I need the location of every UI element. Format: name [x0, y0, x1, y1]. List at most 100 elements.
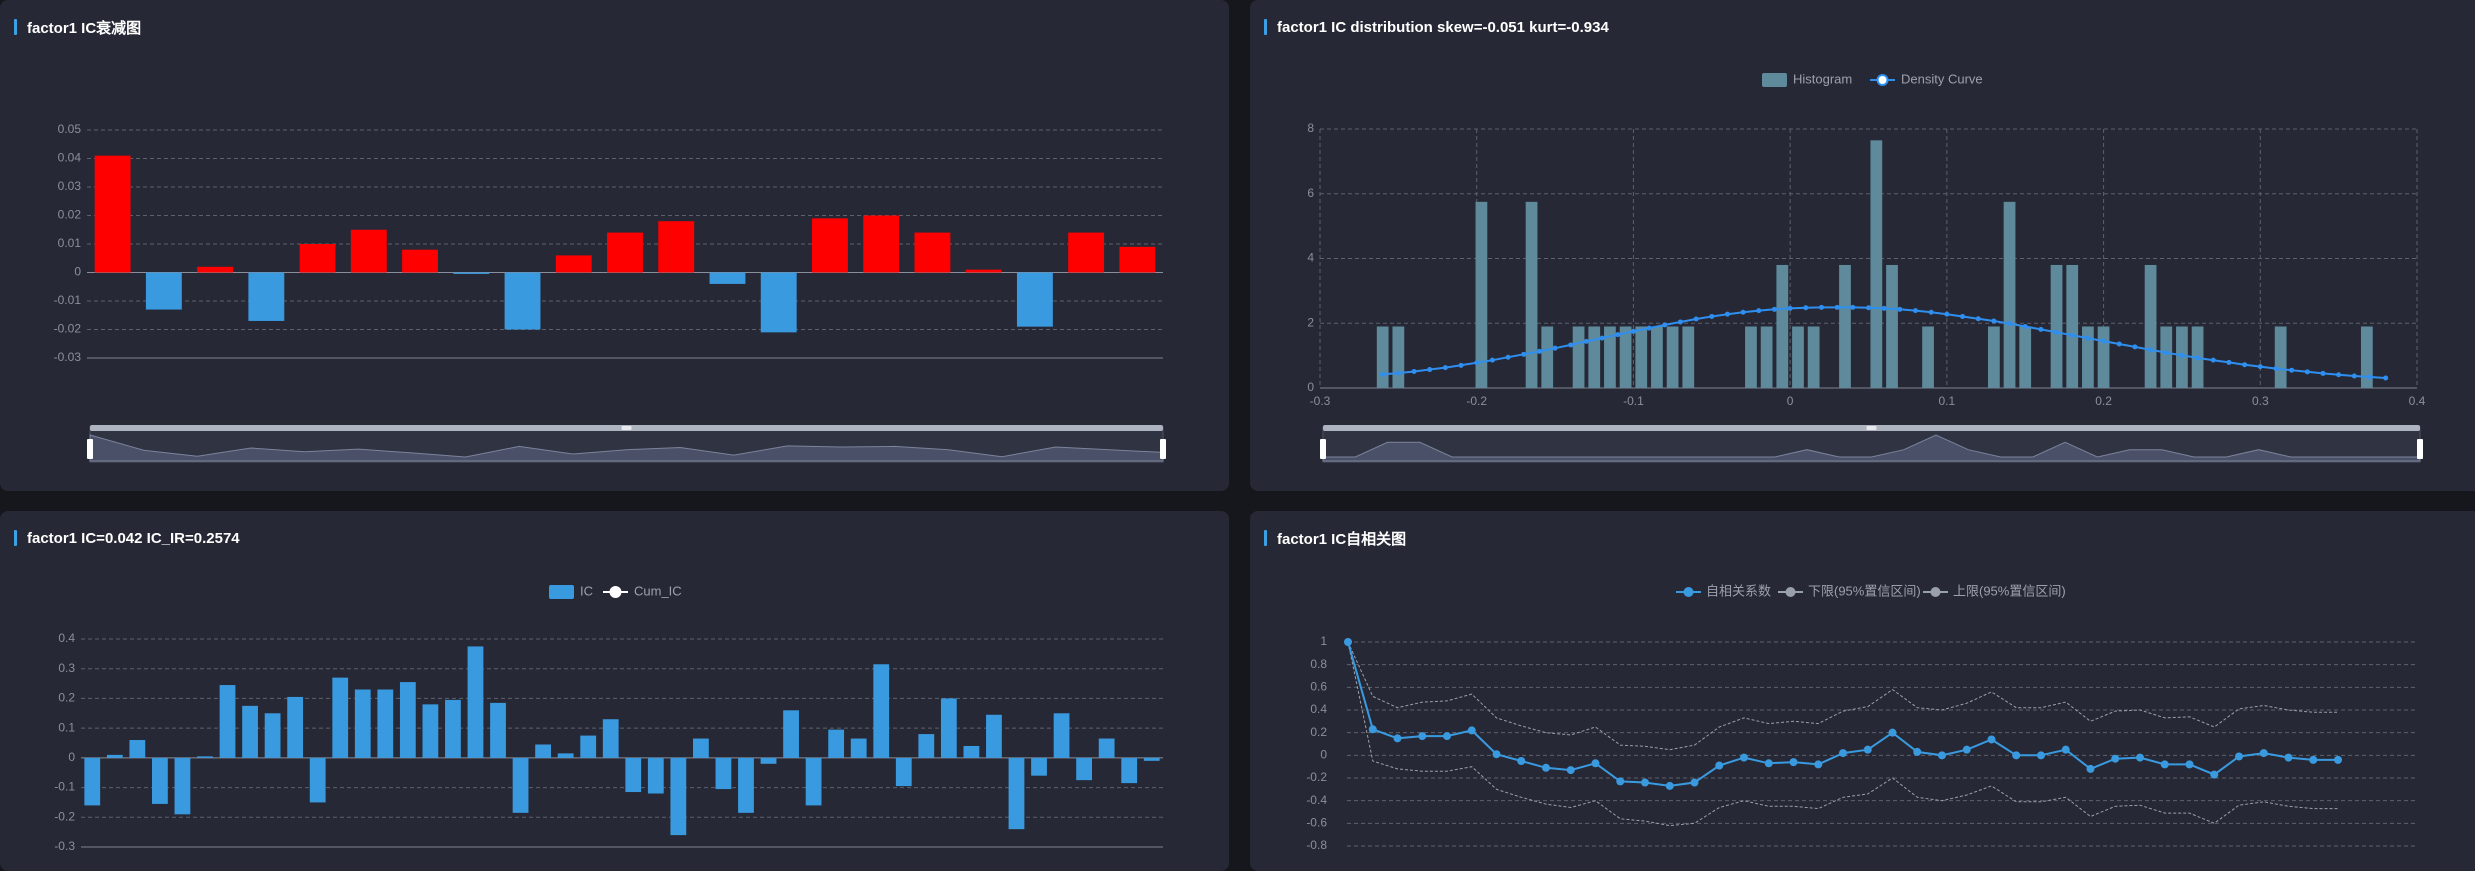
y-tick-label: 0.03 — [58, 179, 82, 193]
acf-point — [1888, 728, 1897, 737]
histogram-bar — [1541, 326, 1554, 388]
legend-lower-marker[interactable] — [1785, 587, 1796, 597]
y-tick-label: -0.3 — [54, 839, 75, 853]
ic-bar — [625, 757, 642, 793]
ic-bar — [783, 710, 799, 758]
ic-bar — [1053, 713, 1070, 758]
decay-bar — [299, 244, 336, 273]
density-point — [2101, 338, 2107, 344]
y-tick-label: -0.1 — [54, 780, 75, 794]
histogram-bar — [1525, 201, 1538, 388]
acf-point — [1467, 726, 1476, 735]
density-point — [2195, 355, 2201, 361]
legend-ic-swatch[interactable] — [549, 585, 574, 599]
density-point — [2273, 366, 2279, 372]
legend-histogram-label: Histogram — [1793, 71, 1852, 86]
datazoom-grip[interactable] — [1866, 426, 1877, 430]
legend-acf-marker[interactable] — [1683, 587, 1694, 597]
histogram-bar — [1475, 201, 1488, 388]
acf-point — [2061, 745, 2070, 754]
ic-bar — [940, 698, 957, 758]
y-tick-label: -0.02 — [54, 322, 82, 336]
acf-point — [1665, 781, 1674, 790]
density-point — [1615, 332, 1621, 338]
datazoom-handle-right[interactable] — [2417, 439, 2423, 459]
dist-datazoom[interactable] — [1320, 425, 2423, 463]
datazoom-preview — [89, 434, 1164, 462]
acf-point — [2210, 770, 2219, 779]
x-tick-label: 0.1 — [1939, 394, 1956, 408]
acf-point — [2086, 764, 2095, 773]
density-point — [1411, 368, 1417, 374]
legend-upper-marker[interactable] — [1930, 587, 1941, 597]
legend-cumic-label: Cum_IC — [634, 583, 682, 598]
y-tick-label: -0.03 — [54, 350, 82, 364]
acf-point — [1863, 745, 1872, 754]
histogram-bar — [1792, 326, 1804, 388]
acf-point — [1393, 734, 1402, 743]
datazoom-preview — [1322, 434, 2421, 462]
acf-point — [1690, 778, 1699, 787]
ic-bar — [242, 705, 258, 758]
density-point — [1866, 305, 1871, 311]
histogram-bar — [2082, 326, 2094, 388]
histogram-bar — [1682, 326, 1695, 388]
histogram-bar — [1870, 140, 1883, 388]
acf-point — [1764, 759, 1773, 768]
histogram-bar — [1376, 326, 1389, 388]
histogram-bar — [1886, 264, 1898, 388]
acf-point — [2037, 751, 2045, 760]
datazoom-handle-left[interactable] — [87, 439, 93, 459]
legend-cumic-marker[interactable] — [609, 586, 622, 598]
legend-density-marker[interactable] — [1876, 74, 1889, 86]
density-point — [1897, 306, 1903, 312]
ic-bar — [377, 689, 394, 758]
acf-point — [1542, 763, 1550, 772]
acf-point — [1517, 757, 1526, 765]
acf-point — [2284, 753, 2293, 762]
ic-bar — [106, 754, 123, 758]
datazoom-handle-right[interactable] — [1160, 439, 1166, 459]
acf-point — [1368, 725, 1377, 734]
density-point — [1458, 362, 1464, 368]
decay-datazoom[interactable] — [87, 425, 1166, 463]
acf-point — [1418, 732, 1427, 741]
acf-point — [1913, 747, 1922, 756]
density-point — [1928, 309, 1934, 315]
ic-bar — [670, 757, 687, 836]
dist-title-text: factor1 IC distribution skew=-0.051 kurt… — [1277, 18, 1609, 36]
ic-bar — [1076, 757, 1092, 781]
y-tick-label: -0.01 — [54, 293, 82, 307]
histogram-bar — [2066, 264, 2079, 388]
histogram-bar — [1760, 326, 1773, 388]
x-tick-label: -0.1 — [1623, 394, 1644, 408]
decay-bar — [914, 232, 951, 273]
density-point — [1850, 304, 1856, 310]
acf-point — [1814, 760, 1823, 769]
histogram-bar — [1651, 326, 1663, 388]
decay-bar — [658, 221, 695, 273]
density-point — [2351, 373, 2357, 379]
legend-histogram-swatch[interactable] — [1762, 73, 1787, 87]
ic-bar — [129, 740, 146, 758]
decay-bar — [453, 272, 490, 274]
y-tick-label: 0.04 — [58, 151, 82, 165]
density-point — [2179, 352, 2185, 358]
y-tick-label: 0.01 — [58, 236, 82, 250]
y-tick-label: -0.2 — [54, 809, 75, 823]
histogram-bar — [2019, 326, 2032, 388]
datazoom-handle-left[interactable] — [1320, 439, 1326, 459]
density-point — [1380, 371, 1386, 377]
x-tick-label: 0.4 — [2409, 394, 2426, 408]
y-tick-label: 6 — [1307, 186, 1314, 200]
ic-bar — [332, 677, 349, 758]
datazoom-grip[interactable] — [621, 426, 632, 430]
acf-point — [1641, 778, 1649, 787]
ic-bar — [895, 757, 912, 787]
acf-point — [1443, 732, 1451, 741]
density-point — [2054, 329, 2060, 335]
histogram-bar — [1635, 326, 1648, 388]
density-point — [1474, 360, 1480, 366]
y-tick-label: 0 — [1320, 748, 1327, 762]
acf-point — [1789, 758, 1798, 767]
